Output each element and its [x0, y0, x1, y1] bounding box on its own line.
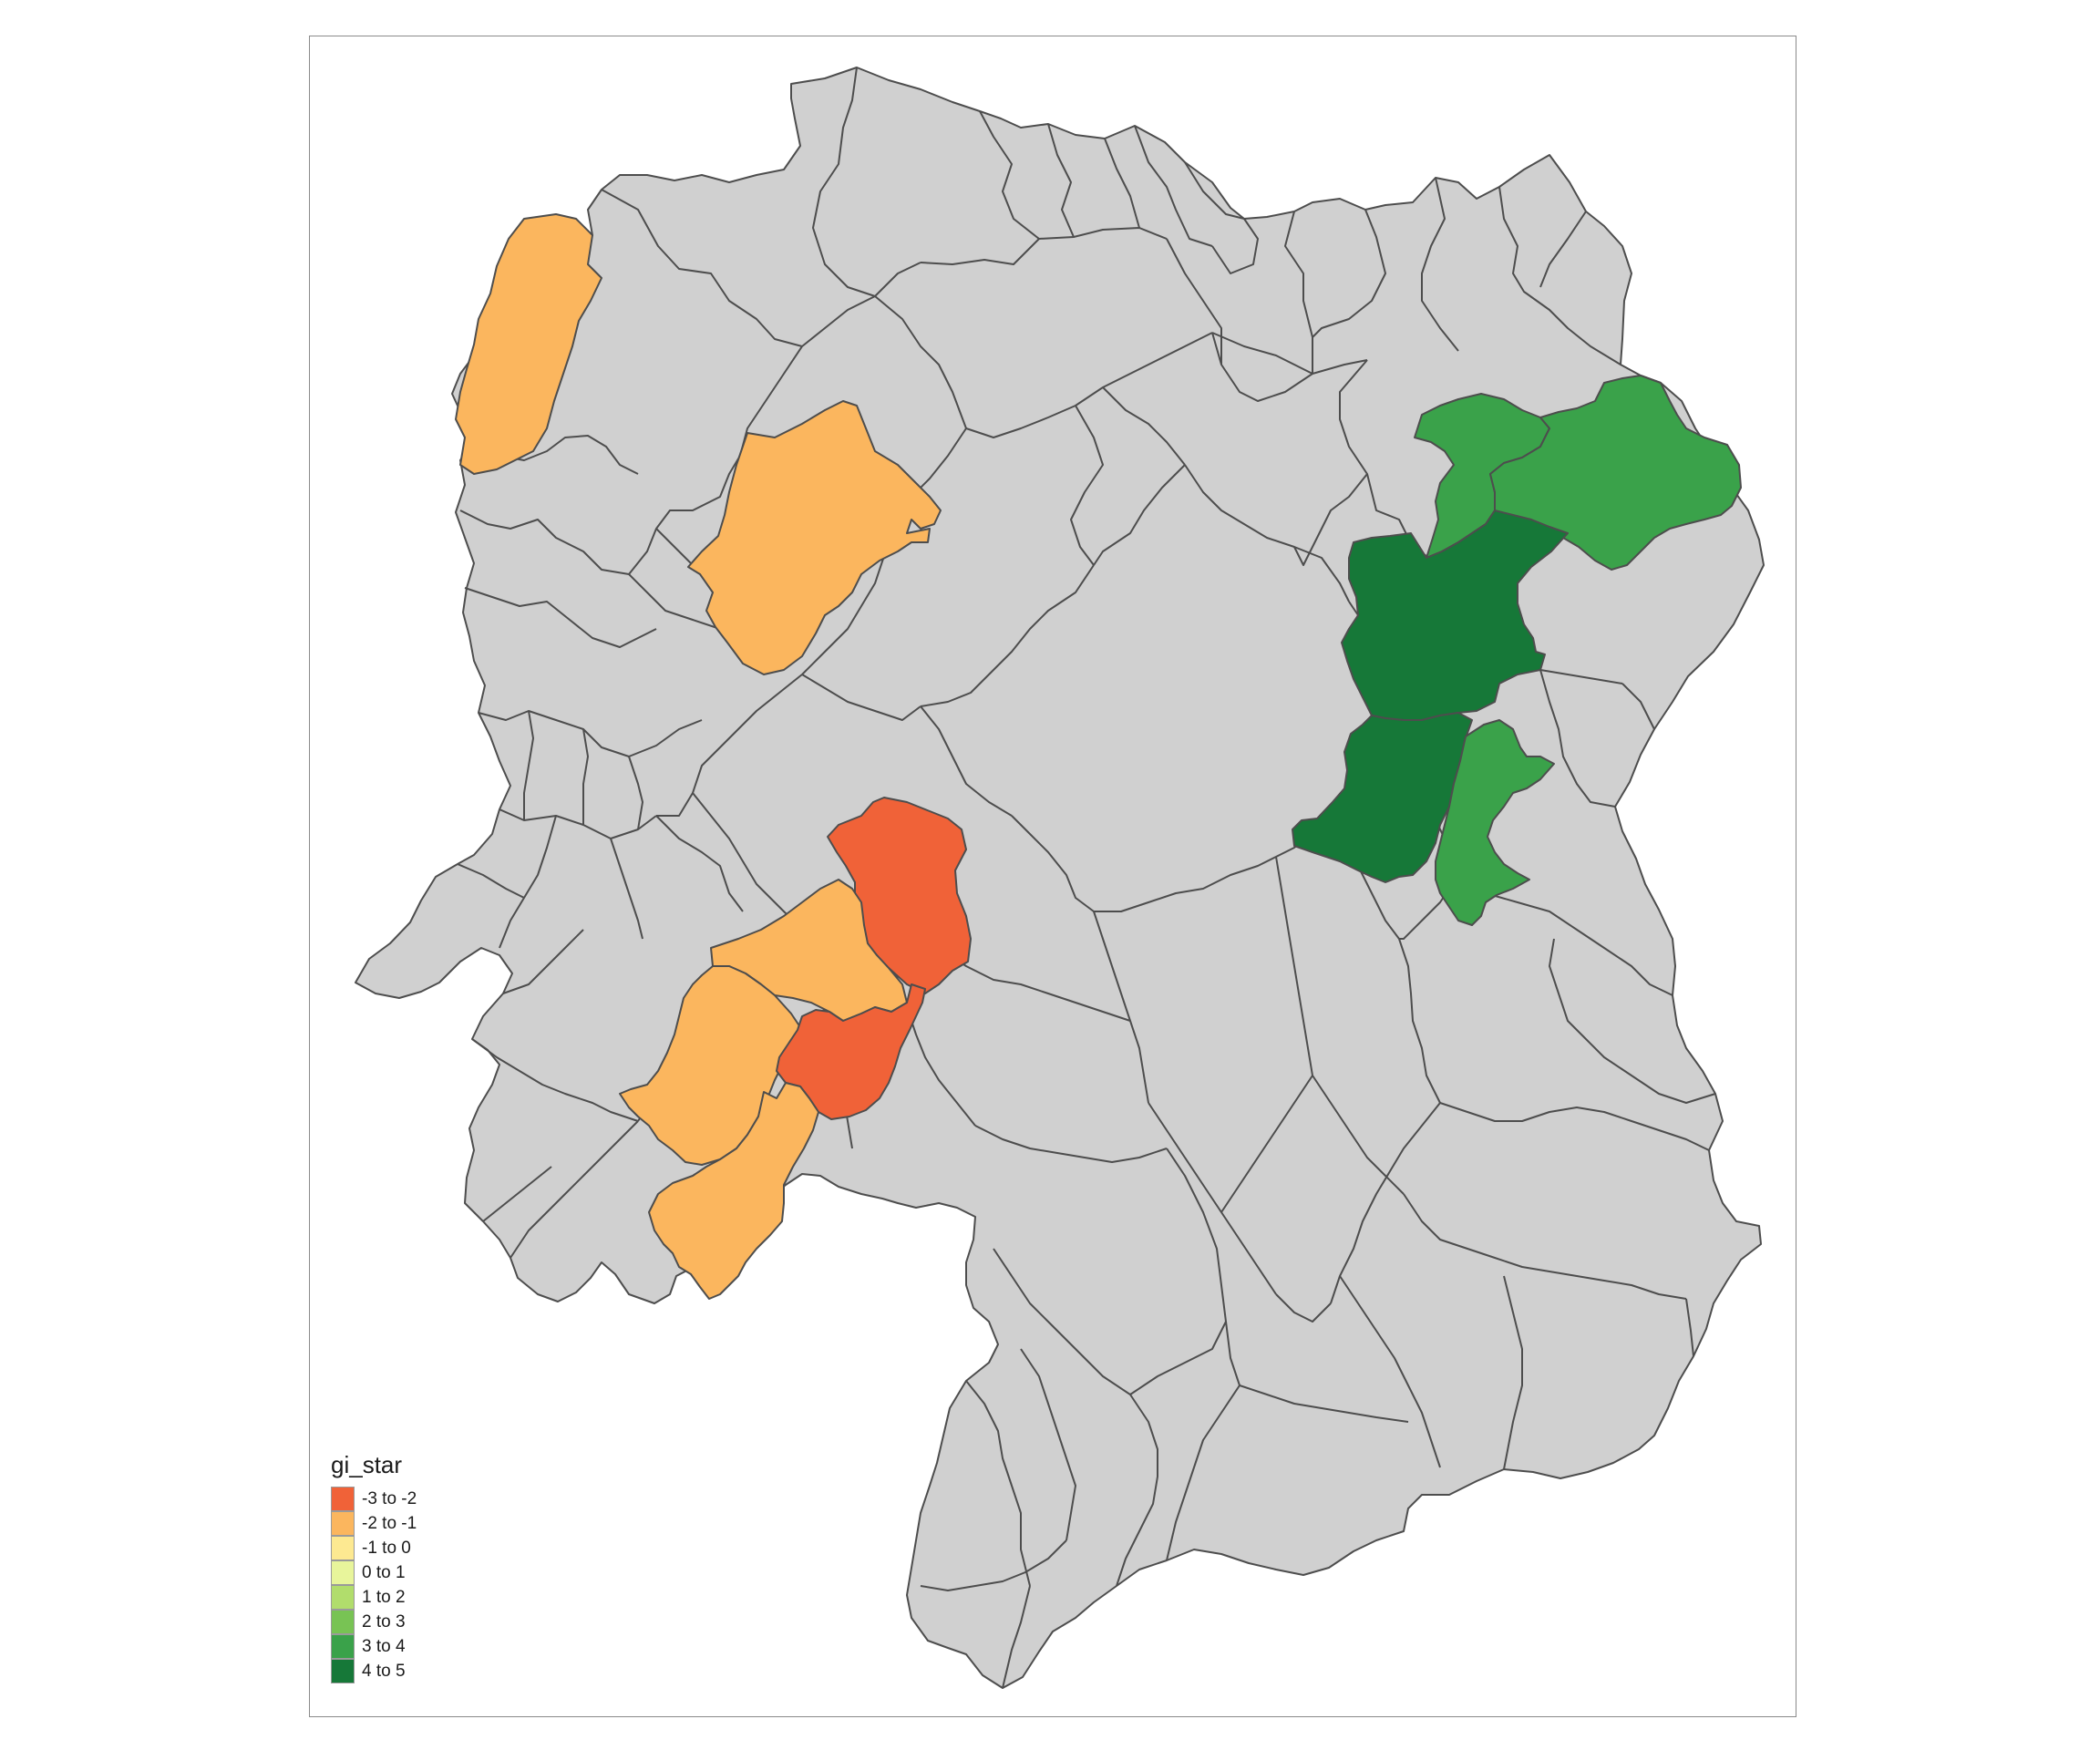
legend-label: 0 to 1 — [362, 1562, 406, 1582]
province-outline[interactable] — [355, 67, 1765, 1689]
legend-item: 0 to 1 — [331, 1560, 417, 1585]
legend-label: 1 to 2 — [362, 1587, 406, 1607]
region-northwest[interactable] — [455, 213, 602, 475]
legend-label: 2 to 3 — [362, 1611, 406, 1632]
legend-item: 1 to 2 — [331, 1585, 417, 1610]
legend-item: 2 to 3 — [331, 1610, 417, 1634]
legend-item: -1 to 0 — [331, 1536, 417, 1560]
legend-title: gi_star — [331, 1451, 403, 1478]
legend-item: 4 to 5 — [331, 1659, 417, 1683]
legend-swatch — [331, 1659, 355, 1683]
map-legend: gi_star -3 to -2 -2 to -1 -1 to 0 0 to 1… — [331, 1451, 417, 1683]
legend-item: 3 to 4 — [331, 1634, 417, 1659]
region-northeast-b[interactable] — [1489, 375, 1742, 571]
legend-label: 3 to 4 — [362, 1636, 406, 1656]
legend-label: -2 to -1 — [362, 1513, 417, 1533]
region-east-dark-lower[interactable] — [1292, 712, 1473, 883]
legend-item: -2 to -1 — [331, 1511, 417, 1536]
legend-item: -3 to -2 — [331, 1487, 417, 1511]
highlighted-regions — [455, 213, 1742, 1300]
legend-swatch — [331, 1585, 355, 1610]
legend-swatch — [331, 1560, 355, 1585]
legend-swatch — [331, 1511, 355, 1536]
legend-label: -3 to -2 — [362, 1488, 417, 1508]
region-east-light-lower[interactable] — [1435, 719, 1555, 926]
region-west-central[interactable] — [687, 400, 942, 675]
legend-swatch — [331, 1634, 355, 1659]
legend-label: -1 to 0 — [362, 1538, 411, 1558]
legend-label: 4 to 5 — [362, 1661, 406, 1681]
legend-swatch — [331, 1487, 355, 1511]
region-southwest-orange-c[interactable] — [648, 1082, 819, 1300]
region-east-dark-upper[interactable] — [1341, 510, 1569, 721]
county-boundaries — [457, 67, 1716, 1689]
legend-swatch — [331, 1610, 355, 1634]
region-southwest-orange-b[interactable] — [619, 965, 803, 1166]
legend-swatch — [331, 1536, 355, 1560]
